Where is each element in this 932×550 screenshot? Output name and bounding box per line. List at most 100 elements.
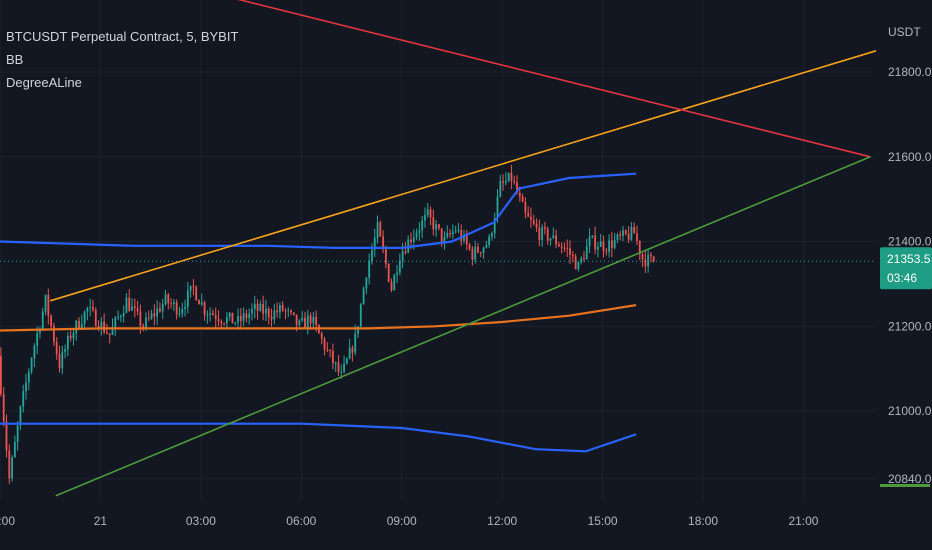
candle-down[interactable] bbox=[583, 258, 585, 260]
candle-down[interactable] bbox=[53, 326, 55, 343]
candle-down[interactable] bbox=[167, 294, 170, 304]
candle-up[interactable] bbox=[72, 332, 75, 339]
candle-up[interactable] bbox=[184, 306, 186, 309]
candle-down[interactable] bbox=[295, 314, 298, 325]
candle-down[interactable] bbox=[610, 240, 613, 248]
candle-down[interactable] bbox=[471, 248, 474, 260]
candle-up[interactable] bbox=[362, 288, 365, 305]
candle-down[interactable] bbox=[159, 308, 161, 312]
bb-upper-band-line[interactable] bbox=[0, 172, 637, 249]
last-price-badge[interactable] bbox=[880, 247, 932, 290]
candle-up[interactable] bbox=[117, 316, 119, 318]
candle-down[interactable] bbox=[245, 313, 248, 318]
candle-down[interactable] bbox=[136, 308, 139, 312]
candle-down[interactable] bbox=[292, 312, 295, 315]
candle-up[interactable] bbox=[164, 294, 167, 305]
candle-down[interactable] bbox=[624, 230, 627, 234]
candle-down[interactable] bbox=[404, 251, 407, 253]
candle-down[interactable] bbox=[449, 233, 451, 235]
candle-up[interactable] bbox=[30, 358, 33, 372]
candle-up[interactable] bbox=[25, 382, 27, 392]
candle-up[interactable] bbox=[591, 235, 594, 237]
candle-down[interactable] bbox=[231, 312, 234, 324]
candle-down[interactable] bbox=[644, 259, 647, 267]
candle-up[interactable] bbox=[365, 277, 368, 289]
candle-up[interactable] bbox=[64, 349, 66, 352]
candle-down[interactable] bbox=[379, 222, 382, 237]
price-axis-currency[interactable]: USDT bbox=[888, 25, 921, 39]
candle-up[interactable] bbox=[27, 371, 30, 383]
candle-up[interactable] bbox=[580, 258, 583, 263]
candle-up[interactable] bbox=[259, 303, 262, 311]
candle-up[interactable] bbox=[16, 425, 19, 442]
candle-down[interactable] bbox=[106, 332, 108, 334]
candle-down[interactable] bbox=[214, 315, 217, 319]
candle-up[interactable] bbox=[588, 236, 591, 247]
candle-down[interactable] bbox=[410, 239, 412, 243]
candle-up[interactable] bbox=[630, 226, 633, 240]
candle-down[interactable] bbox=[563, 247, 566, 249]
candle-down[interactable] bbox=[390, 281, 393, 291]
candle-down[interactable] bbox=[557, 244, 560, 247]
candle-down[interactable] bbox=[8, 450, 11, 479]
candle-down[interactable] bbox=[139, 311, 142, 326]
candle-up[interactable] bbox=[345, 358, 348, 364]
candle-down[interactable] bbox=[641, 254, 644, 260]
candle-down[interactable] bbox=[530, 216, 532, 220]
candle-down[interactable] bbox=[524, 201, 527, 213]
candle-down[interactable] bbox=[329, 349, 332, 351]
candle-up[interactable] bbox=[485, 245, 488, 248]
candle-down[interactable] bbox=[69, 335, 72, 339]
candle-up[interactable] bbox=[396, 272, 398, 275]
candle-down[interactable] bbox=[103, 321, 106, 333]
candle-down[interactable] bbox=[108, 333, 111, 335]
candle-up[interactable] bbox=[368, 261, 371, 278]
candle-up[interactable] bbox=[499, 181, 502, 197]
candle-up[interactable] bbox=[186, 290, 189, 307]
candle-down[interactable] bbox=[270, 317, 273, 320]
candle-down[interactable] bbox=[633, 226, 636, 234]
candle-down[interactable] bbox=[627, 233, 630, 240]
candle-down[interactable] bbox=[532, 219, 535, 224]
candle-up[interactable] bbox=[306, 315, 309, 328]
candle-up[interactable] bbox=[131, 306, 133, 311]
candle-up[interactable] bbox=[225, 317, 228, 324]
candle-down[interactable] bbox=[256, 303, 259, 311]
candle-up[interactable] bbox=[287, 310, 290, 312]
candle-up[interactable] bbox=[189, 285, 192, 291]
candle-up[interactable] bbox=[334, 362, 337, 364]
candle-up[interactable] bbox=[33, 345, 36, 359]
candle-up[interactable] bbox=[41, 311, 44, 330]
candle-down[interactable] bbox=[594, 235, 597, 250]
candle-down[interactable] bbox=[479, 252, 482, 254]
candle-down[interactable] bbox=[384, 249, 387, 264]
candle-up[interactable] bbox=[491, 233, 493, 237]
candle-down[interactable] bbox=[284, 310, 287, 312]
candle-down[interactable] bbox=[429, 209, 432, 218]
candle-down[interactable] bbox=[58, 354, 61, 369]
candle-up[interactable] bbox=[474, 246, 477, 260]
candle-up[interactable] bbox=[39, 329, 41, 334]
candle-up[interactable] bbox=[75, 320, 78, 333]
candle-down[interactable] bbox=[267, 308, 270, 318]
candle-up[interactable] bbox=[114, 317, 117, 328]
candle-down[interactable] bbox=[323, 338, 326, 350]
candle-up[interactable] bbox=[599, 241, 602, 247]
candle-down[interactable] bbox=[569, 248, 571, 255]
candle-up[interactable] bbox=[161, 304, 164, 312]
candle-up[interactable] bbox=[585, 246, 588, 260]
candle-down[interactable] bbox=[513, 180, 516, 183]
candle-down[interactable] bbox=[465, 235, 468, 245]
candle-down[interactable] bbox=[217, 318, 220, 322]
candle-down[interactable] bbox=[535, 223, 538, 228]
candle-down[interactable] bbox=[619, 234, 622, 236]
candle-down[interactable] bbox=[153, 313, 156, 317]
candle-up[interactable] bbox=[359, 304, 362, 327]
candle-up[interactable] bbox=[435, 224, 438, 230]
candle-up[interactable] bbox=[89, 306, 92, 308]
candle-down[interactable] bbox=[518, 192, 521, 197]
candle-up[interactable] bbox=[312, 316, 315, 324]
candle-up[interactable] bbox=[482, 247, 485, 253]
